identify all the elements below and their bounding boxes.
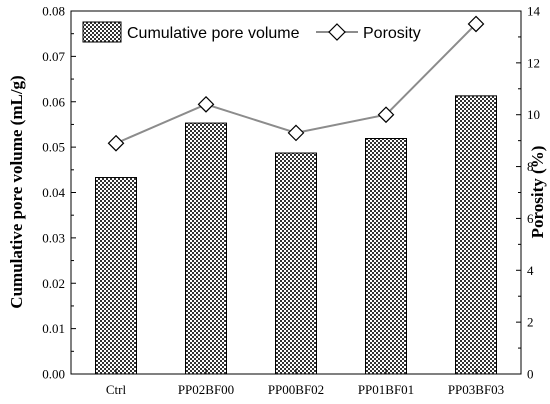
- y2-axis-title: Porosity (%): [528, 146, 547, 239]
- bars-layer: [95, 95, 497, 375]
- y2-tick-label: 2: [527, 315, 534, 330]
- y-tick-label: 0.04: [42, 185, 65, 200]
- y-tick-label: 0.06: [42, 94, 65, 109]
- y2-tick-label: 12: [527, 55, 540, 70]
- x-tick-label: PP00BF02: [268, 382, 324, 397]
- left-axis: 0.00 0.01 0.02 0.03 0.04 0.05 0.06 0.07 0.08: [42, 4, 76, 382]
- x-tick-label: PP02BF00: [178, 382, 234, 397]
- y-tick-label: 0.07: [42, 49, 65, 64]
- porosity-point-pp02bf00: [197, 95, 215, 113]
- y-axis-title: Cumulative pore volume (mL/g): [7, 75, 26, 308]
- x-axis: Ctrl PP02BF00 PP00BF02 PP01BF01 PP03BF03: [106, 369, 504, 397]
- legend-bar-swatch: [82, 21, 122, 43]
- y-tick-label: 0.08: [42, 4, 65, 19]
- y-tick-label: 0.03: [42, 230, 65, 245]
- x-tick-label: PP03BF03: [448, 382, 504, 397]
- right-axis: 0 2 4 6 8 10 12 14: [516, 4, 541, 382]
- bar-pp00bf02: [275, 152, 317, 375]
- y-tick-label: 0.05: [42, 140, 65, 155]
- legend-marker-diamond: [328, 23, 346, 41]
- bar-ctrl: [95, 177, 137, 375]
- y-tick-label: 0.01: [42, 321, 65, 336]
- x-tick-label: PP01BF01: [358, 382, 414, 397]
- x-tick-label: Ctrl: [106, 382, 127, 397]
- y2-tick-label: 8: [527, 159, 534, 174]
- legend-label-line: Porosity: [363, 25, 421, 42]
- y2-tick-label: 0: [527, 367, 534, 382]
- y2-tick-label: 14: [527, 4, 541, 19]
- porosity-point-pp00bf02: [287, 124, 305, 142]
- porosity-line-layer: [107, 15, 485, 152]
- y2-tick-label: 6: [527, 211, 534, 226]
- y-tick-label: 0.00: [42, 367, 65, 382]
- bar-pp01bf01: [365, 138, 407, 375]
- y-tick-label: 0.02: [42, 276, 65, 291]
- legend-label-bar: Cumulative pore volume: [127, 25, 300, 42]
- y2-tick-label: 10: [527, 107, 540, 122]
- bar-pp03bf03: [455, 95, 497, 375]
- bar-pp02bf00: [185, 122, 227, 375]
- porosity-point-ctrl: [107, 134, 125, 152]
- porosity-point-pp03bf03: [467, 15, 485, 33]
- y2-tick-label: 4: [527, 263, 534, 278]
- porosity-point-pp01bf01: [377, 106, 395, 124]
- legend: Cumulative pore volume Porosity: [82, 21, 421, 43]
